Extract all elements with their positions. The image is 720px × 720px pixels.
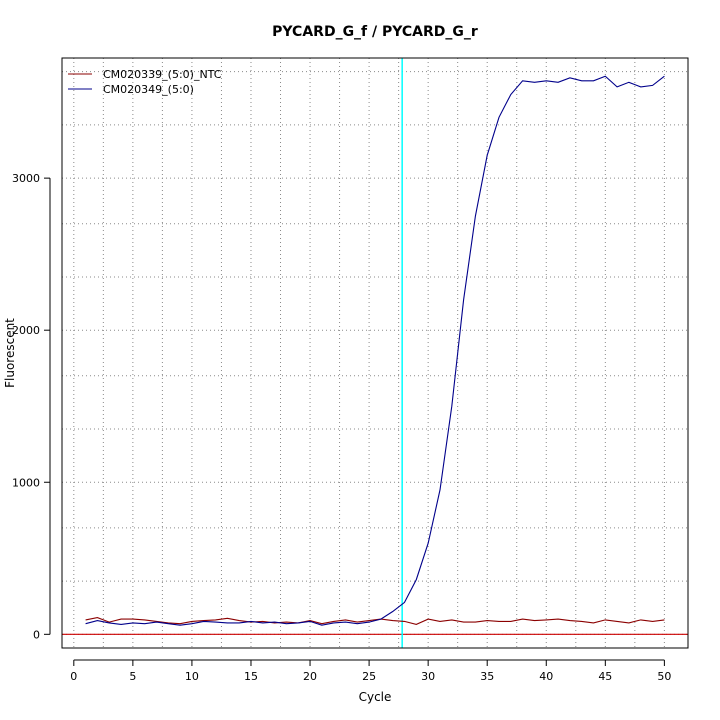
x-tick-label: 25 — [362, 670, 376, 683]
y-tick-label: 0 — [33, 628, 40, 641]
legend: CM020339_(5:0)_NTC CM020349_(5:0) — [68, 68, 222, 96]
x-tick-label: 30 — [421, 670, 435, 683]
legend-label: CM020349_(5:0) — [103, 83, 194, 96]
y-tick-label: 1000 — [12, 476, 40, 489]
y-axis-label: Fluorescent — [3, 318, 17, 388]
legend-label: CM020339_(5:0)_NTC — [103, 68, 222, 81]
y-tick-label: 3000 — [12, 172, 40, 185]
x-axis-label: Cycle — [359, 690, 392, 704]
series-line-1 — [85, 617, 665, 625]
grid-lines — [62, 58, 688, 648]
x-tick-label: 15 — [244, 670, 258, 683]
x-tick-label: 40 — [539, 670, 553, 683]
x-tick-label: 35 — [480, 670, 494, 683]
x-tick-label: 10 — [185, 670, 199, 683]
x-tick-label: 5 — [129, 670, 136, 683]
x-tick-label: 0 — [70, 670, 77, 683]
x-tick-label: 20 — [303, 670, 317, 683]
x-tick-label: 45 — [598, 670, 612, 683]
threshold-lines — [62, 58, 688, 648]
x-tick-label: 50 — [657, 670, 671, 683]
y-tick-label: 2000 — [12, 324, 40, 337]
series-line-2 — [85, 75, 665, 626]
chart-title: PYCARD_G_f / PYCARD_G_r — [272, 24, 478, 40]
plot-frame — [61, 57, 689, 649]
series-lines — [85, 75, 665, 626]
y-axis: 0 1000 2000 3000 — [12, 172, 51, 641]
x-axis: 0 5 10 15 20 25 30 35 40 45 50 — [70, 659, 671, 683]
